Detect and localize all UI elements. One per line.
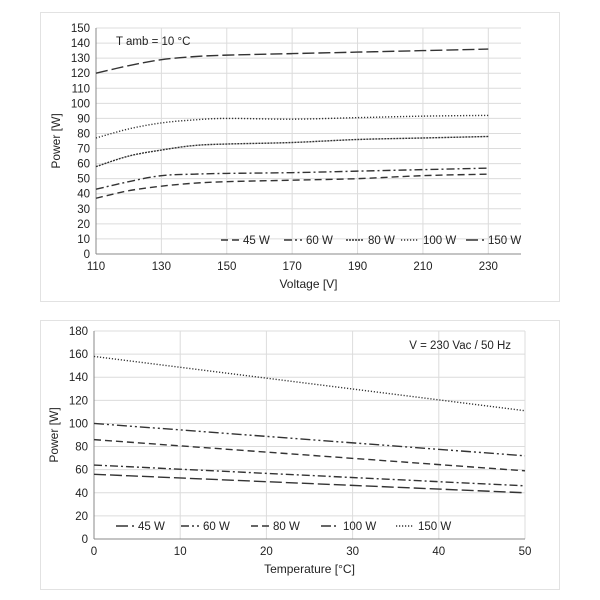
x-tick-label: 10 — [174, 546, 187, 558]
legend-label: 45 W — [243, 235, 270, 247]
x-tick-label: 170 — [283, 261, 302, 273]
voltage-power-chart: 0 10 20 30 40 50 60 70 80 90 100 110 120 130 140 150 110… — [49, 23, 521, 291]
y-tick-label: 150 — [71, 23, 90, 35]
y-tick-label: 80 — [75, 442, 88, 454]
y-tick-label: 130 — [71, 53, 90, 65]
x-axis-label: Voltage [V] — [279, 277, 337, 291]
legend-label: 60 W — [203, 521, 230, 533]
y-tick-label: 70 — [77, 144, 90, 156]
legend-label: 80 W — [368, 235, 395, 247]
legend-label: 100 W — [343, 521, 376, 533]
y-tick-label: 160 — [69, 349, 88, 361]
x-tick-label: 130 — [152, 261, 171, 273]
series-line-80w — [95, 135, 489, 168]
y-axis-label: Power [W] — [47, 407, 61, 462]
temperature-chart-panel: 0 20 40 60 80 100 120 140 160 180 0 10 20 30 40 50 Tempe… — [40, 320, 560, 590]
x-tick-label: 230 — [479, 261, 498, 273]
chart-annotation: V = 230 Vac / 50 Hz — [409, 340, 511, 352]
y-tick-label: 120 — [69, 395, 88, 407]
x-tick-label: 150 — [217, 261, 236, 273]
series-line-150w — [95, 48, 489, 74]
legend-label: 80 W — [273, 521, 300, 533]
legend-label: 100 W — [423, 235, 456, 247]
x-tick-label: 30 — [346, 546, 359, 558]
x-tick-label: 40 — [432, 546, 445, 558]
series-line-45w — [93, 473, 526, 494]
y-axis-label: Power [W] — [49, 113, 63, 168]
series-line-150w — [93, 355, 526, 412]
series-line-60w — [93, 464, 526, 487]
y-tick-label: 10 — [77, 234, 90, 246]
series-line-100w — [93, 422, 526, 457]
series-line-45w — [95, 173, 489, 199]
x-tick-label: 0 — [91, 546, 97, 558]
y-tick-label: 180 — [69, 326, 88, 338]
y-tick-label: 50 — [77, 174, 90, 186]
y-tick-label: 60 — [75, 465, 88, 477]
x-tick-label: 20 — [260, 546, 273, 558]
legend-label: 45 W — [138, 521, 165, 533]
y-tick-label: 0 — [82, 534, 88, 546]
y-tick-label: 40 — [75, 488, 88, 500]
x-tick-label: 190 — [348, 261, 367, 273]
y-tick-label: 110 — [72, 83, 90, 95]
series-line-80w — [93, 438, 526, 472]
y-tick-label: 0 — [84, 249, 90, 261]
y-tick-label: 140 — [69, 372, 88, 384]
x-tick-label: 50 — [519, 546, 532, 558]
y-tick-label: 140 — [71, 38, 90, 50]
y-tick-label: 90 — [77, 113, 90, 125]
y-tick-label: 120 — [71, 68, 90, 80]
y-tick-label: 100 — [71, 98, 90, 110]
voltage-chart-panel: 0 10 20 30 40 50 60 70 80 90 100 110 120 130 140 150 110… — [40, 12, 560, 302]
legend-label: 60 W — [306, 235, 333, 247]
y-tick-label: 20 — [77, 219, 90, 231]
y-tick-label: 80 — [77, 128, 90, 140]
x-tick-label: 210 — [413, 261, 432, 273]
series-line-100w — [95, 114, 489, 139]
y-tick-label: 30 — [77, 204, 90, 216]
y-tick-label: 60 — [77, 159, 90, 171]
legend-label: 150 W — [418, 521, 451, 533]
y-tick-label: 100 — [69, 418, 88, 430]
temperature-power-chart: 0 20 40 60 80 100 120 140 160 180 0 10 20 30 40 50 Tempe… — [47, 326, 532, 576]
x-tick-label: 110 — [87, 261, 105, 273]
y-tick-label: 20 — [75, 511, 88, 523]
x-axis-label: Temperature [°C] — [264, 562, 355, 576]
y-tick-label: 40 — [77, 189, 90, 201]
chart-annotation: T amb = 10 °C — [116, 36, 190, 48]
legend-label: 150 W — [488, 235, 521, 247]
